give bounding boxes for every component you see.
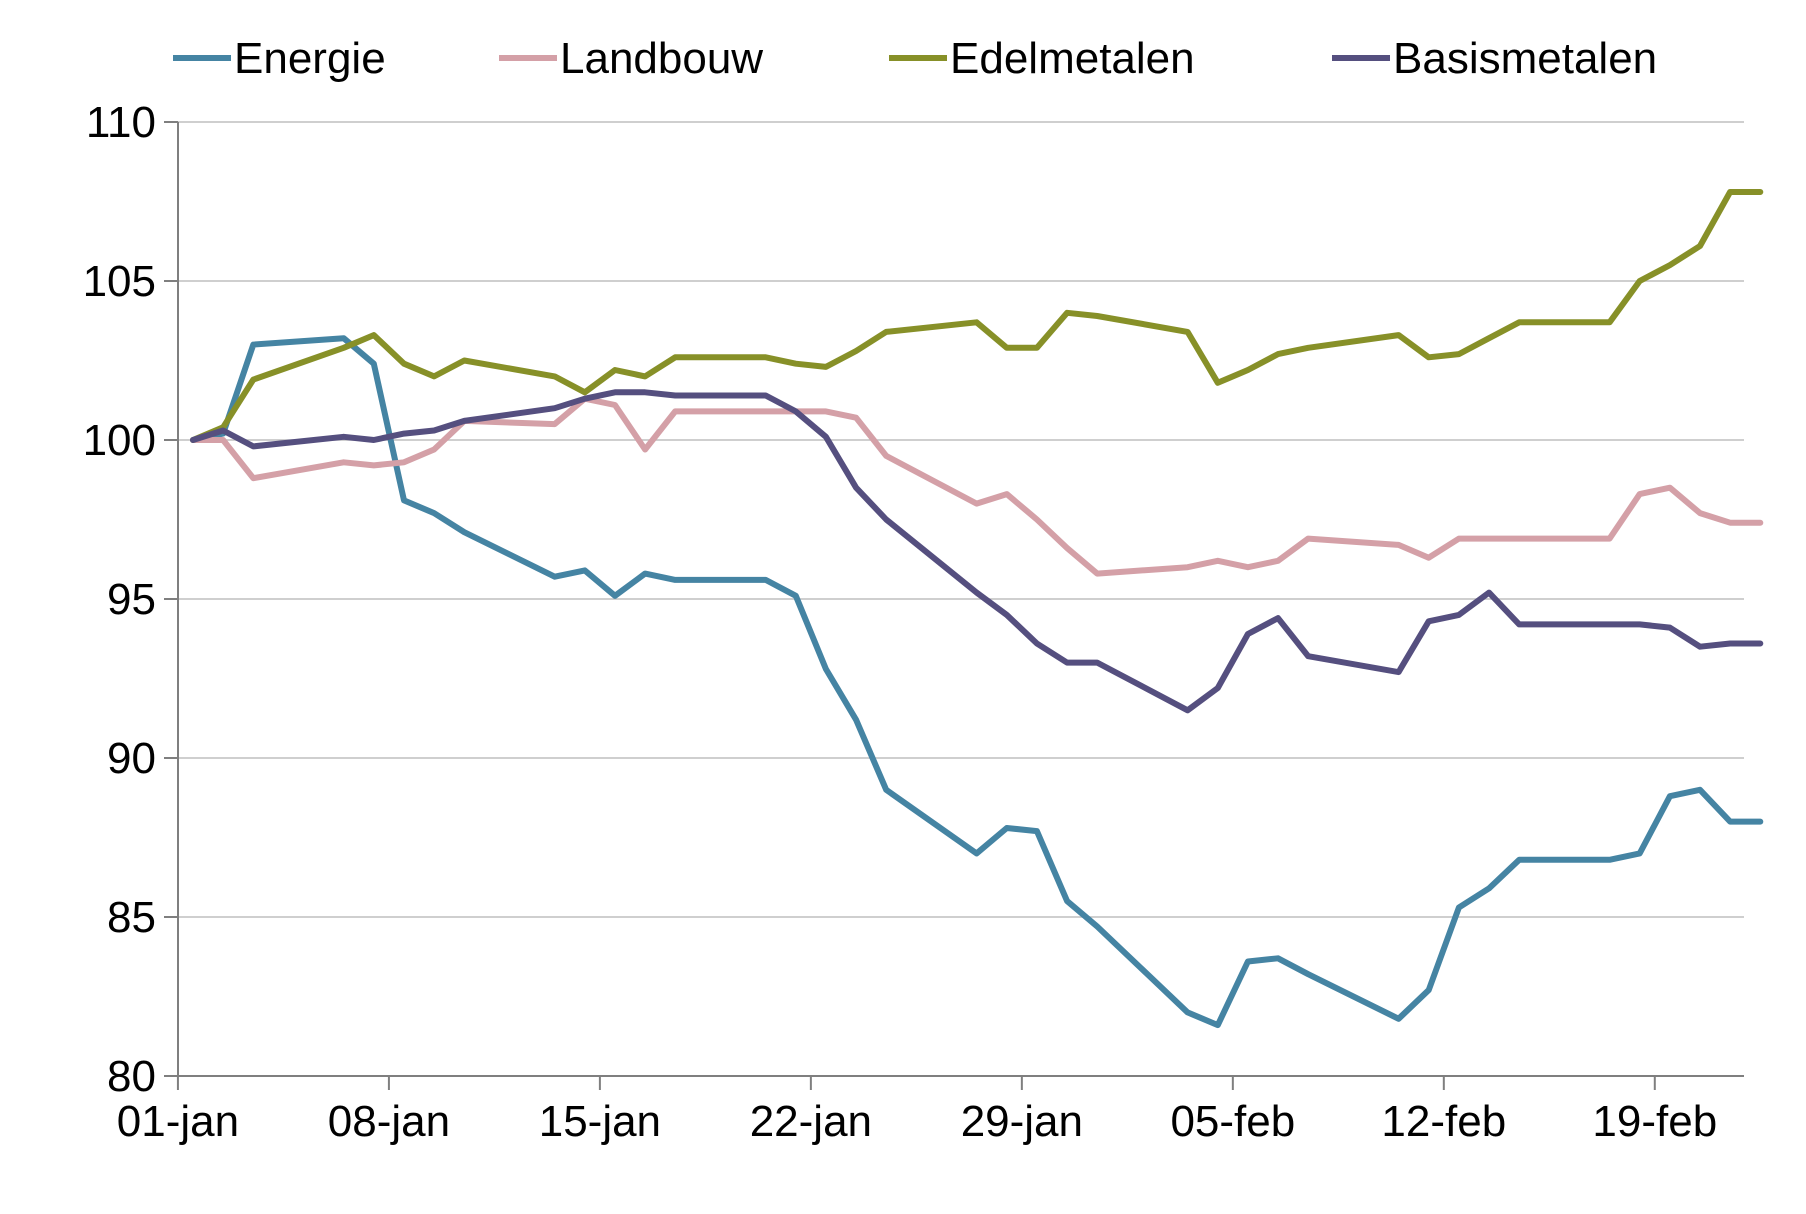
legend-label-energie: Energie <box>234 34 386 83</box>
gridlines <box>178 121 1744 918</box>
series-line-edelmetalen <box>190 189 1764 443</box>
y-tick-label: 100 <box>83 416 156 465</box>
y-tick-label: 110 <box>86 98 156 147</box>
y-tick-label: 95 <box>107 575 156 624</box>
series-line-basismetalen <box>190 389 1764 714</box>
y-tick-labels: 80 85 90 95 100 105 110 <box>83 98 156 1101</box>
x-tick-label: 22-jan <box>750 1097 872 1146</box>
y-tick-label: 90 <box>107 734 156 783</box>
x-tick-label: 29-jan <box>961 1097 1083 1146</box>
legend-label-landbouw: Landbouw <box>560 34 763 83</box>
series-line-landbouw <box>190 395 1764 577</box>
x-tick-label: 08-jan <box>328 1097 450 1146</box>
x-tick-labels: 01-jan 08-jan 15-jan 22-jan 29-jan 05-feb 12-f… <box>117 1097 1717 1146</box>
axes <box>164 121 1744 1090</box>
y-tick-label: 105 <box>83 257 156 306</box>
x-tick-label: 05-feb <box>1170 1097 1295 1146</box>
y-tick-label: 80 <box>107 1052 156 1101</box>
legend-label-edelmetalen: Edelmetalen <box>950 34 1195 83</box>
legend-label-basismetalen: Basismetalen <box>1393 34 1657 83</box>
x-tick-label: 12-feb <box>1381 1097 1506 1146</box>
x-tick-label: 15-jan <box>539 1097 661 1146</box>
series-line-energie <box>190 335 1764 1029</box>
series-lines <box>190 189 1764 1029</box>
x-tick-label: 19-feb <box>1592 1097 1717 1146</box>
x-tick-label: 01-jan <box>117 1097 239 1146</box>
legend: Energie Landbouw Edelmetalen Basismetalen <box>173 34 1657 83</box>
y-tick-label: 85 <box>107 893 156 942</box>
